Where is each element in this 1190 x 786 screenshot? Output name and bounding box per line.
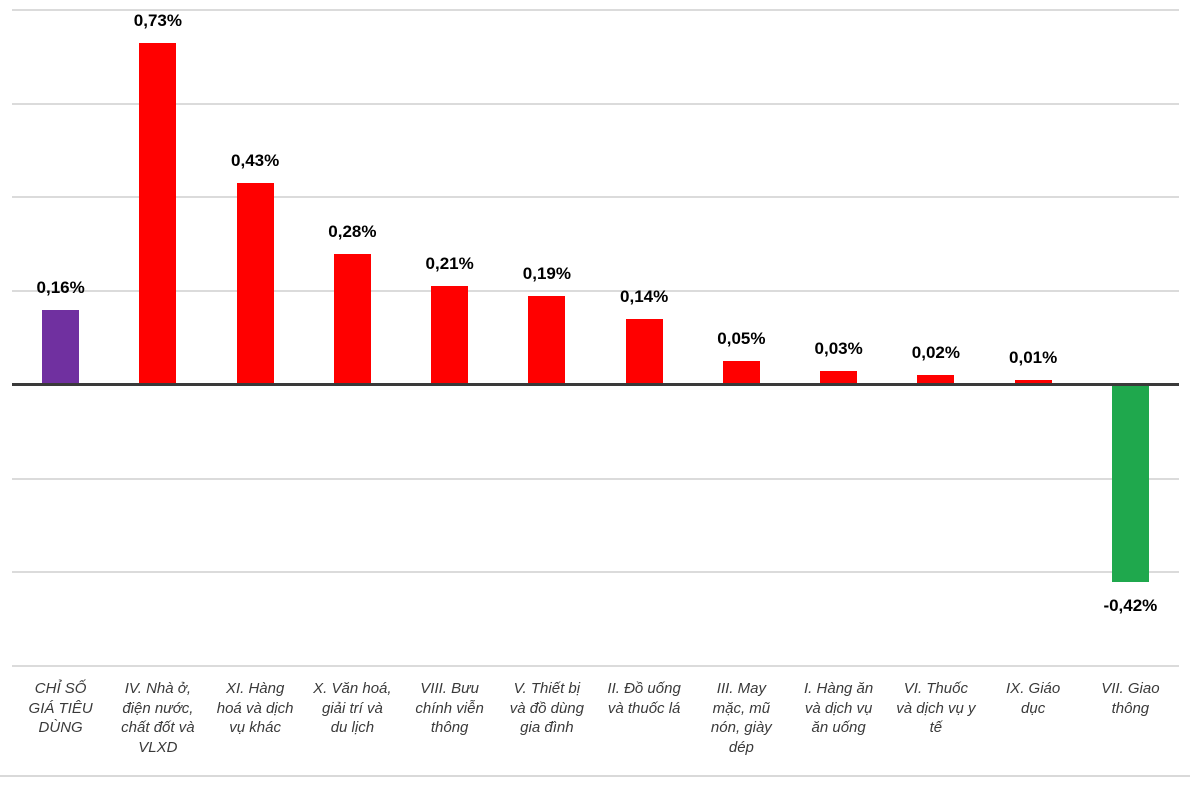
chart-bar bbox=[333, 253, 371, 385]
category-label: IV. Nhà ở, điện nước, chất đốt và VLXD bbox=[121, 680, 195, 756]
category-label: V. Thiết bị và đồ dùng gia đình bbox=[509, 680, 584, 736]
category-label: VIII. Bưu chính viễn thông bbox=[415, 680, 484, 736]
bar-value-label: 0,19% bbox=[522, 263, 571, 283]
chart-bar bbox=[722, 361, 760, 385]
bottom-divider-line bbox=[0, 775, 1190, 777]
chart-bar bbox=[236, 183, 274, 385]
chart-bar bbox=[139, 42, 177, 385]
gridline bbox=[12, 290, 1179, 293]
category-label: XI. Hàng hoá và dịch vụ khác bbox=[216, 680, 294, 736]
category-label: III. May mặc, mũ nón, giày dép bbox=[710, 680, 772, 756]
bar-value-label: 0,02% bbox=[911, 343, 960, 363]
x-axis-zero-line bbox=[12, 383, 1179, 387]
category-label: X. Văn hoá, giải trí và du lịch bbox=[313, 680, 392, 736]
chart-bar bbox=[431, 286, 469, 385]
chart-bar bbox=[42, 309, 80, 385]
gridline bbox=[12, 9, 1179, 11]
category-label: I. Hàng ăn và dịch vụ ăn uống bbox=[804, 680, 874, 736]
chart-bar bbox=[1111, 384, 1149, 582]
category-label: II. Đồ uống và thuốc lá bbox=[607, 680, 681, 717]
bar-value-label: 0,03% bbox=[814, 338, 863, 358]
category-label: VII. Giao thông bbox=[1101, 680, 1160, 717]
bar-value-label: 0,43% bbox=[231, 151, 280, 171]
gridline bbox=[12, 196, 1179, 199]
chart-bar bbox=[1014, 380, 1052, 385]
gridline bbox=[12, 102, 1179, 105]
gridline bbox=[12, 571, 1179, 574]
gridline bbox=[12, 665, 1179, 667]
bar-value-label: 0,28% bbox=[328, 221, 377, 241]
chart-bar bbox=[917, 375, 955, 385]
bar-value-label: 0,21% bbox=[425, 254, 474, 274]
category-label: VI. Thuốc và dịch vụ y tế bbox=[896, 680, 976, 736]
category-label: CHỈ SỐ GIÁ TIÊU DÙNG bbox=[28, 680, 93, 736]
category-label: IX. Giáo dục bbox=[1006, 680, 1061, 717]
chart-bar bbox=[625, 319, 663, 385]
bar-value-label: 0,05% bbox=[717, 329, 766, 349]
gridline bbox=[12, 477, 1179, 480]
bar-value-label: 0,73% bbox=[133, 10, 182, 30]
bar-value-label: 0,01% bbox=[1009, 348, 1058, 368]
bar-value-label: 0,16% bbox=[36, 277, 85, 297]
bar-value-label: 0,14% bbox=[620, 287, 669, 307]
bar-value-label: -0,42% bbox=[1103, 595, 1158, 615]
chart-bar bbox=[820, 370, 858, 385]
chart-bar bbox=[528, 295, 566, 385]
